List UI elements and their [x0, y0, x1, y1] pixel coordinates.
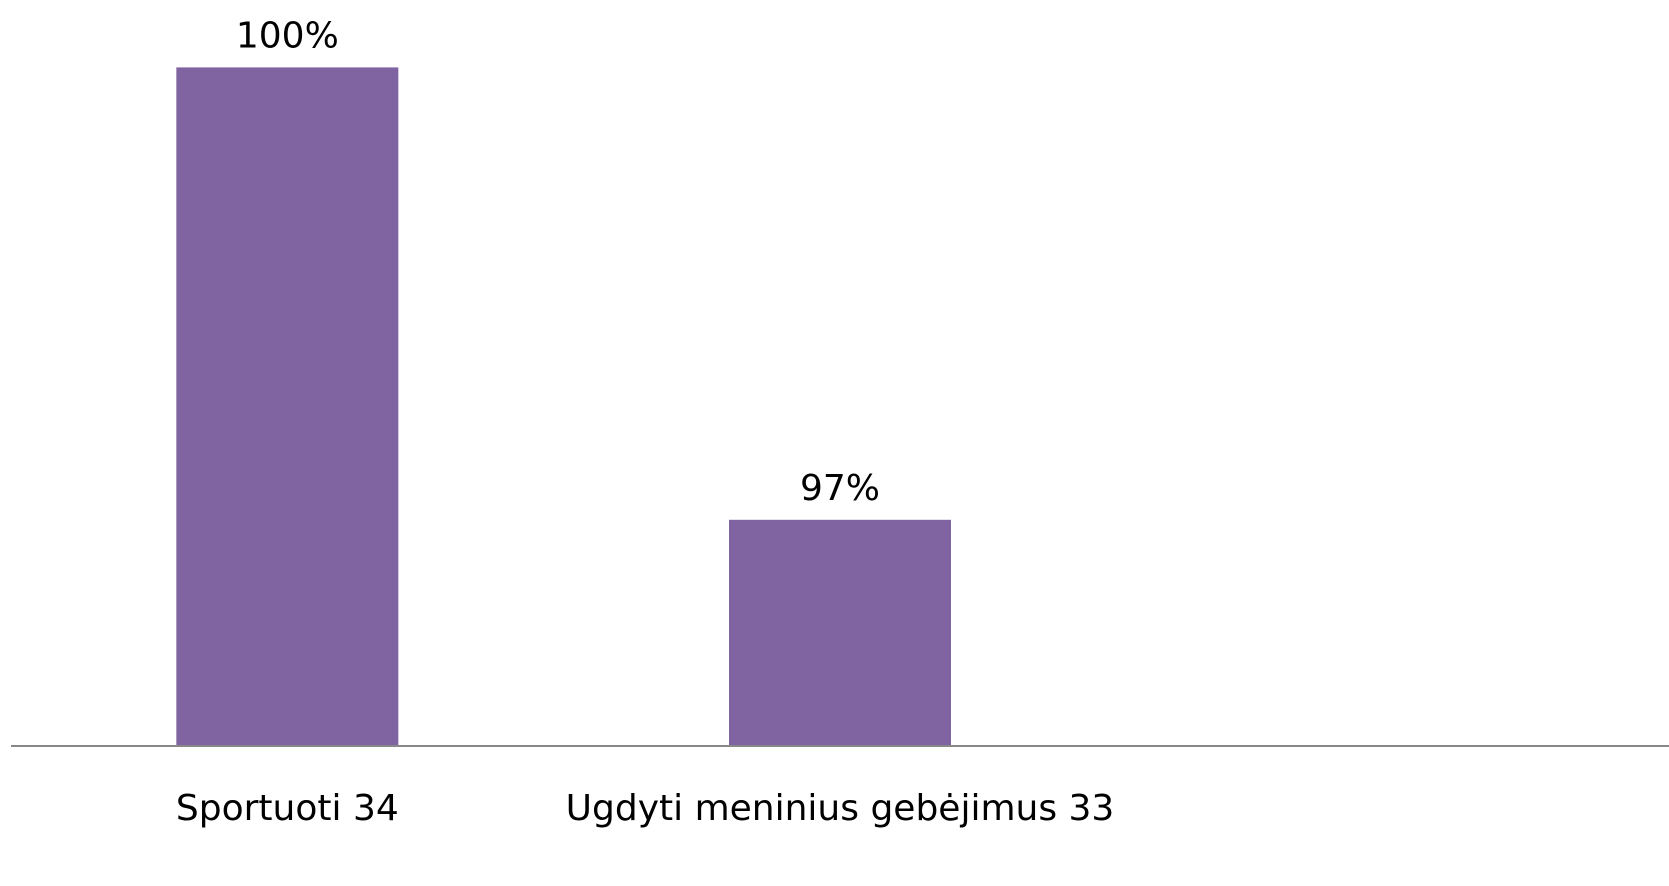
- data-label: 97%: [800, 468, 880, 509]
- bar: [176, 67, 399, 746]
- x-tick-label: Ugdyti meninius gebėjimus 33: [565, 788, 1115, 829]
- data-label: 100%: [236, 15, 339, 56]
- bar: [729, 519, 951, 746]
- x-tick-label: Sportuoti 34: [175, 788, 399, 829]
